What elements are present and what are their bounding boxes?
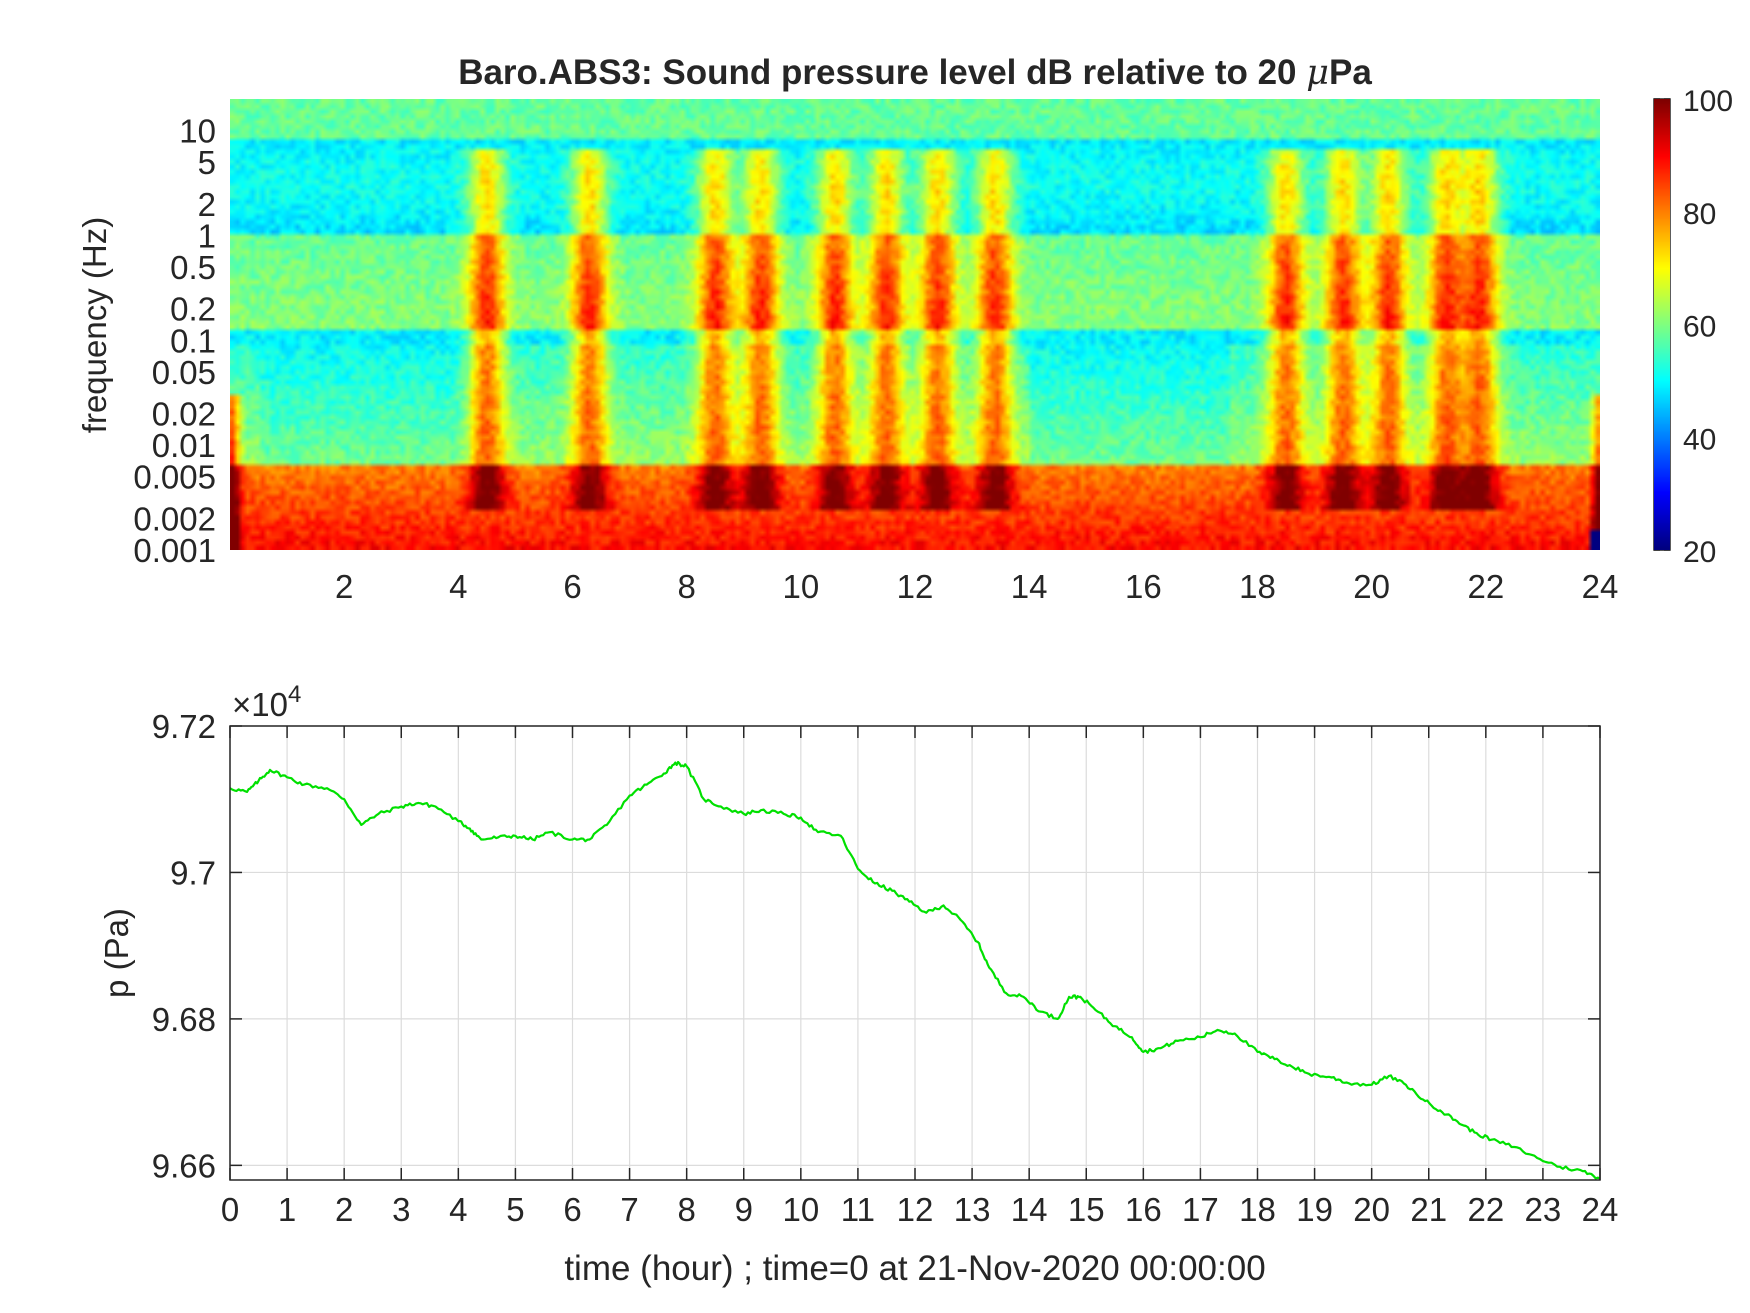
spectrogram-y-tick-0: 0.001 [133, 532, 216, 569]
pressure-x-tick-1: 1 [278, 1191, 296, 1228]
colorbar-tick-0: 20 [1683, 536, 1716, 569]
spectrogram-y-axis-label: frequency (Hz) [76, 217, 113, 433]
pressure-y-exponent: ×104 [232, 681, 301, 723]
pressure-x-tick-5: 5 [506, 1191, 524, 1228]
pressure-x-tick-15: 15 [1068, 1191, 1105, 1228]
spectrogram-y-tick-3: 0.01 [152, 427, 216, 464]
pressure-x-tick-3: 3 [392, 1191, 410, 1228]
colorbar-tick-labels: 20 40 60 80 100 [1654, 85, 1733, 569]
pressure-x-tick-6: 6 [563, 1191, 581, 1228]
pressure-x-tick-21: 21 [1410, 1191, 1447, 1228]
pressure-x-tick-7: 7 [620, 1191, 638, 1228]
pressure-x-tick-0: 0 [221, 1191, 239, 1228]
pressure-tick-marks [229, 725, 1601, 1180]
pressure-x-tick-24: 24 [1582, 1191, 1619, 1228]
pressure-x-tick-labels: 0 1 2 3 4 5 6 7 8 9 10 11 12 13 14 15 16 17 18 19 20 21 22 23 24 [221, 1191, 1619, 1228]
pressure-x-tick-14: 14 [1011, 1191, 1048, 1228]
spectrogram-x-tick-6: 14 [1011, 568, 1048, 605]
spectrogram-x-tick-4: 10 [782, 568, 819, 605]
pressure-x-tick-10: 10 [782, 1191, 819, 1228]
spectrogram-y-tick-6: 0.1 [170, 322, 216, 359]
pressure-x-tick-19: 19 [1296, 1191, 1333, 1228]
spectrogram-x-tick-3: 8 [677, 568, 695, 605]
pressure-x-tick-13: 13 [954, 1191, 991, 1228]
colorbar-tick-2: 60 [1683, 311, 1716, 344]
spectrogram-x-tick-1: 4 [449, 568, 467, 605]
spectrogram-x-tick-10: 22 [1467, 568, 1504, 605]
pressure-x-tick-17: 17 [1182, 1191, 1219, 1228]
pressure-x-tick-18: 18 [1239, 1191, 1276, 1228]
spectrogram-y-tick-5: 0.05 [152, 354, 216, 391]
pressure-x-tick-23: 23 [1525, 1191, 1562, 1228]
spectrogram-y-tick-11: 5 [198, 144, 216, 181]
pressure-y-tick-labels: 9.66 9.68 9.7 9.72 [152, 708, 216, 1184]
colorbar-tick-3: 80 [1683, 198, 1716, 231]
spectrogram-x-tick-labels: 2 4 6 8 10 12 14 16 18 20 22 24 [335, 568, 1618, 605]
spectrogram-heatmap [230, 99, 1600, 550]
spectrogram-y-tick-10: 2 [198, 186, 216, 223]
pressure-x-tick-2: 2 [335, 1191, 353, 1228]
spectrogram-panel: Baro.ABS3: Sound pressure level dB relat… [76, 53, 1733, 605]
colorbar-tick-1: 40 [1683, 423, 1716, 456]
spectrogram-x-tick-5: 12 [897, 568, 934, 605]
spectrogram-x-tick-8: 18 [1239, 568, 1276, 605]
pressure-panel: 0 1 2 3 4 5 6 7 8 9 10 11 12 13 14 15 16 17 18 19 20 21 22 23 24… [98, 681, 1618, 1288]
spectrogram-x-tick-9: 20 [1353, 568, 1390, 605]
spectrogram-y-tick-1: 0.002 [133, 500, 216, 537]
pressure-y-axis-label: p (Pa) [98, 908, 135, 998]
pressure-x-tick-4: 4 [449, 1191, 467, 1228]
spectrogram-y-tick-7: 0.2 [170, 291, 216, 328]
pressure-x-axis-label: time (hour) ; time=0 at 21-Nov-2020 00:0… [564, 1249, 1265, 1288]
spectrogram-x-tick-2: 6 [563, 568, 581, 605]
pressure-x-tick-22: 22 [1467, 1191, 1504, 1228]
pressure-y-tick-0: 9.66 [152, 1147, 216, 1184]
pressure-x-tick-20: 20 [1353, 1191, 1390, 1228]
spectrogram-x-tick-0: 2 [335, 568, 353, 605]
pressure-series-line [229, 760, 1601, 1180]
pressure-y-tick-2: 9.7 [170, 854, 216, 891]
colorbar-tick-4: 100 [1683, 85, 1733, 118]
spectrogram-y-tick-12: 10 [179, 113, 216, 150]
pressure-x-tick-12: 12 [897, 1191, 934, 1228]
colorbar [1654, 99, 1670, 550]
pressure-x-tick-9: 9 [735, 1191, 753, 1228]
pressure-y-tick-3: 9.72 [152, 708, 216, 745]
spectrogram-y-tick-9: 1 [198, 217, 216, 254]
spectrogram-x-tick-11: 24 [1582, 568, 1619, 605]
spectrogram-y-tick-8: 0.5 [170, 249, 216, 286]
pressure-x-tick-16: 16 [1125, 1191, 1162, 1228]
pressure-y-tick-1: 9.68 [152, 1001, 216, 1038]
spectrogram-x-tick-7: 16 [1125, 568, 1162, 605]
pressure-x-tick-11: 11 [841, 1191, 875, 1228]
spectrogram-title: Baro.ABS3: Sound pressure level dB relat… [458, 53, 1372, 93]
pressure-x-tick-8: 8 [677, 1191, 695, 1228]
spectrogram-y-tick-4: 0.02 [152, 396, 216, 433]
spectrogram-y-tick-2: 0.005 [133, 459, 216, 496]
